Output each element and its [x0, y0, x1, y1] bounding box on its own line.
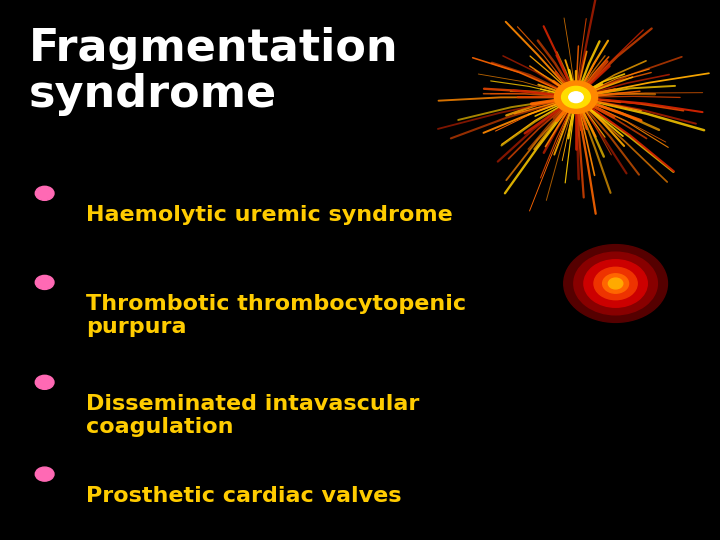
Circle shape: [569, 92, 583, 103]
Text: Fragmentation
syndrome: Fragmentation syndrome: [29, 27, 398, 117]
Circle shape: [554, 81, 598, 113]
Text: Prosthetic cardiac valves: Prosthetic cardiac valves: [86, 486, 402, 506]
Circle shape: [562, 86, 590, 108]
Circle shape: [564, 245, 667, 322]
Text: Haemolytic uremic syndrome: Haemolytic uremic syndrome: [86, 205, 453, 225]
Circle shape: [608, 278, 623, 289]
Text: Thrombotic thrombocytopenic
purpura: Thrombotic thrombocytopenic purpura: [86, 294, 467, 337]
Circle shape: [584, 260, 647, 307]
Circle shape: [574, 252, 657, 315]
Circle shape: [35, 375, 54, 389]
Circle shape: [603, 274, 629, 293]
Circle shape: [594, 267, 637, 300]
Text: Disseminated intavascular
coagulation: Disseminated intavascular coagulation: [86, 394, 420, 437]
Circle shape: [35, 186, 54, 200]
Circle shape: [35, 275, 54, 289]
Circle shape: [35, 467, 54, 481]
